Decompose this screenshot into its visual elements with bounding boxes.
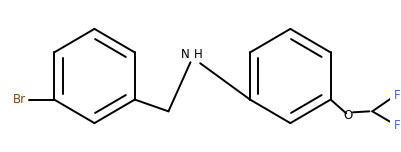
- Text: F: F: [394, 89, 400, 102]
- Text: F: F: [394, 119, 400, 132]
- Text: Br: Br: [13, 93, 26, 106]
- Text: O: O: [344, 109, 353, 122]
- Text: H: H: [193, 48, 202, 61]
- Text: N: N: [181, 48, 190, 61]
